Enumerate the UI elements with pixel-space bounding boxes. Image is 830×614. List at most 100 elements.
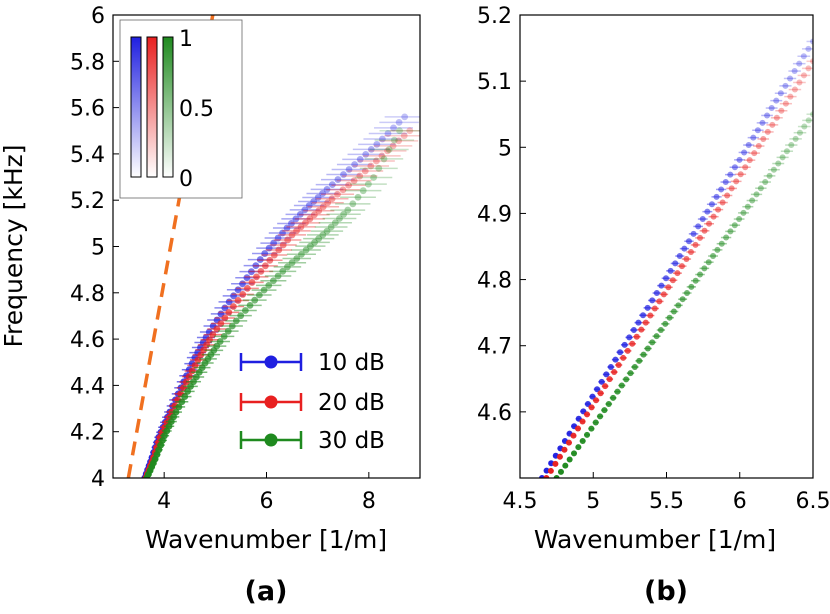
panel-a-point-20db-46 [288, 231, 296, 239]
panel-b-data-layer [538, 38, 813, 478]
panel-b-point-30db-10 [597, 413, 604, 420]
panel-a-point-10db-58 [340, 171, 347, 178]
panel-b-point-20db-33 [692, 241, 699, 248]
panel-a-point-20db-24 [197, 351, 205, 359]
panel-a-point-10db-41 [261, 250, 269, 257]
panel-b-point-30db-22 [649, 339, 656, 346]
panel-b-point-30db-20 [640, 351, 647, 358]
panel-a-ytick-label-4: 4.8 [70, 282, 105, 307]
panel-b-point-20db-26 [660, 291, 667, 298]
panel-b-point-20db-56 [796, 79, 803, 86]
panel-b-point-30db-49 [766, 172, 773, 179]
panel-b-point-30db-33 [697, 271, 704, 278]
panel-b-point-20db-21 [638, 326, 645, 333]
panel-a-point-20db-42 [270, 251, 278, 259]
panel-b-point-10db-16 [612, 356, 619, 363]
panel-a-point-10db-60 [351, 161, 358, 168]
panel-a-point-10db-62 [362, 151, 370, 158]
panel-a-point-30db-52 [315, 235, 323, 243]
panel-b-point-30db-0 [553, 475, 560, 478]
panel-a-point-30db-57 [336, 215, 343, 222]
panel-a-point-20db-35 [239, 291, 247, 298]
panel-b-point-10db-15 [607, 364, 614, 371]
panel-b-point-10db-51 [773, 97, 780, 104]
colorbar-green [162, 36, 174, 178]
panel-b-point-30db-48 [762, 179, 769, 186]
panel-b-series-20db [543, 58, 813, 478]
panel-a-point-10db-38 [247, 268, 255, 276]
panel-a-point-30db-17 [178, 398, 186, 406]
panel-a-point-20db-34 [234, 297, 242, 304]
panel-b-point-10db-19 [626, 334, 633, 341]
panel-b-point-10db-30 [676, 253, 683, 260]
panel-b-point-30db-30 [683, 290, 690, 297]
panel-b-point-20db-2 [552, 460, 559, 467]
panel-b-point-20db-9 [584, 411, 591, 418]
panel-a-point-10db-68 [395, 118, 403, 126]
panel-a-point-30db-38 [251, 296, 259, 304]
panel-a-point-10db-45 [279, 229, 286, 237]
panel-a-point-30db-34 [232, 317, 240, 325]
panel-b-point-30db-53 [783, 148, 790, 155]
panel-b-point-30db-9 [592, 419, 599, 426]
panel-a-point-20db-48 [297, 223, 305, 231]
panel-b-point-30db-34 [701, 265, 708, 272]
panel-b-point-20db-15 [611, 369, 618, 376]
panel-b-xtick-label-4: 6.5 [796, 489, 830, 514]
panel-b-point-30db-15 [618, 382, 625, 389]
panel-a-point-10db-65 [379, 135, 386, 143]
panel-a-point-10db-52 [310, 198, 318, 205]
panel-a-point-10db-40 [256, 256, 264, 263]
panel-b-point-20db-51 [773, 114, 780, 121]
panel-b-point-10db-20 [630, 327, 637, 334]
panel-a-point-30db-58 [340, 210, 348, 218]
panel-b-point-10db-35 [699, 216, 706, 223]
panel-b-point-30db-3 [566, 456, 573, 463]
panel-b-point-20db-37 [710, 213, 717, 220]
panel-b-point-30db-4 [571, 450, 578, 457]
panel-a-ytick-label-5: 5 [91, 236, 105, 261]
colorbar-red [146, 36, 158, 178]
panel-a-point-20db-56 [334, 190, 341, 198]
panel-b-point-10db-33 [690, 230, 697, 237]
panel-a-point-20db-68 [400, 132, 408, 140]
panel-b-axes-box [519, 14, 814, 479]
panel-b-point-30db-52 [779, 154, 786, 161]
panel-b-point-10db-17 [617, 349, 624, 356]
panel-b-point-20db-57 [800, 72, 807, 79]
panel-b-point-20db-58 [805, 65, 812, 72]
panel-a-point-20db-58 [345, 181, 352, 189]
panel-a-point-30db-31 [220, 332, 228, 340]
panel-b-point-20db-23 [647, 312, 654, 319]
panel-b-point-30db-27 [670, 308, 677, 315]
panel-a-point-20db-63 [372, 157, 380, 165]
panel-b-point-10db-58 [805, 45, 812, 52]
panel-b-point-30db-42 [736, 216, 743, 223]
panel-a-point-20db-43 [275, 246, 283, 254]
panel-b-point-20db-30 [678, 263, 685, 270]
panel-b-point-10db-18 [621, 341, 628, 348]
panel-b-point-30db-11 [601, 407, 608, 414]
panel-a-xlabel: Wavenumber [1/m] [145, 525, 387, 554]
panel-a-point-30db-44 [279, 267, 287, 275]
panel-a-point-30db-59 [344, 206, 352, 214]
panel-b-point-10db-22 [640, 312, 647, 319]
panel-b-point-20db-44 [742, 164, 749, 171]
panel-b-point-20db-34 [697, 234, 704, 241]
panel-b-point-20db-54 [787, 93, 794, 100]
panel-b-point-30db-35 [705, 259, 712, 266]
panel-a-point-10db-63 [367, 145, 375, 153]
panel-a-point-20db-57 [339, 186, 347, 194]
panel-a-point-10db-61 [356, 156, 364, 163]
legend-entry-10db: 10 dB [239, 350, 385, 376]
panel-a-point-10db-56 [328, 181, 336, 188]
panel-b-point-20db-48 [760, 135, 767, 142]
colorbar: 1 0.5 0 [119, 19, 243, 199]
panel-a-point-20db-37 [248, 279, 256, 286]
panel-a-point-20db-40 [261, 262, 269, 270]
panel-b-point-10db-46 [750, 134, 757, 141]
panel-b-point-10db-32 [685, 238, 692, 245]
panel-a-point-20db-31 [221, 314, 229, 322]
panel-a-point-10db-42 [265, 244, 273, 252]
panel-b-point-20db-25 [656, 298, 663, 305]
